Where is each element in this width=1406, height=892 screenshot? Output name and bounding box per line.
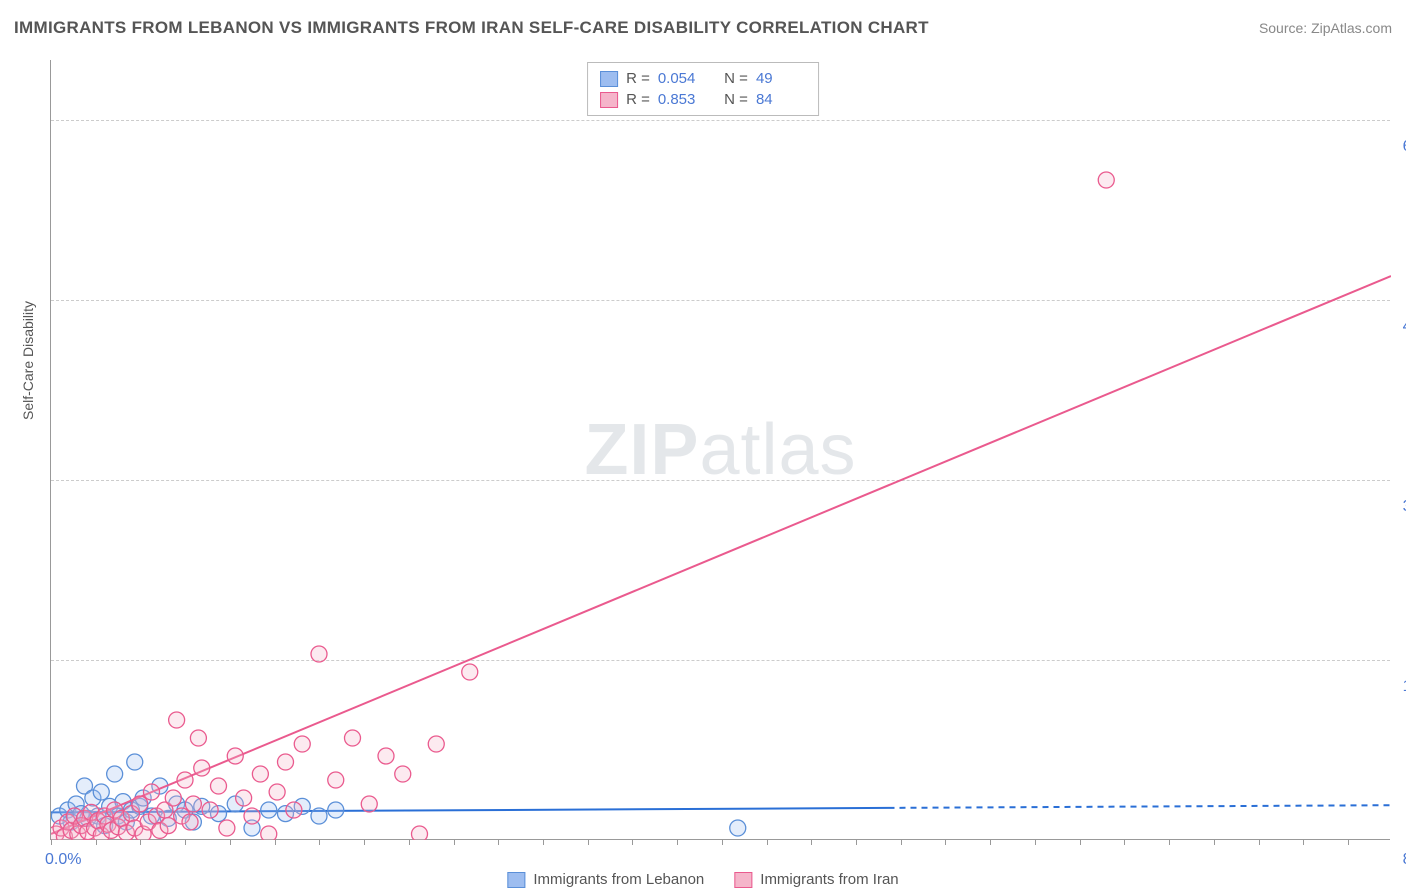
r-value: 0.054 (658, 70, 708, 87)
swatch-icon (600, 71, 618, 87)
stats-row: R = 0.853 N = 84 (600, 89, 806, 110)
swatch-icon (600, 92, 618, 108)
n-label: N = (716, 91, 748, 108)
y-tick-label: 45.0% (1403, 318, 1406, 336)
y-tick-label: 60.0% (1403, 138, 1406, 156)
legend-item: Immigrants from Iran (734, 871, 898, 888)
swatch-icon (734, 872, 752, 888)
stats-row: R = 0.054 N = 49 (600, 68, 806, 89)
chart-title: IMMIGRANTS FROM LEBANON VS IMMIGRANTS FR… (14, 18, 929, 38)
scatter-svg (51, 60, 1391, 840)
legend-item: Immigrants from Lebanon (507, 871, 704, 888)
plot-area: ZIPatlas 15.0%30.0%45.0%60.0%0.0%80.0% (50, 60, 1390, 840)
y-axis-label: Self-Care Disability (20, 301, 36, 420)
swatch-icon (507, 872, 525, 888)
r-label: R = (626, 91, 650, 108)
r-label: R = (626, 70, 650, 87)
n-label: N = (716, 70, 748, 87)
x-max-label: 80.0% (1403, 851, 1406, 869)
series-legend: Immigrants from Lebanon Immigrants from I… (507, 871, 898, 888)
series-name: Immigrants from Iran (760, 871, 898, 888)
r-value: 0.853 (658, 91, 708, 108)
stats-legend: R = 0.054 N = 49R = 0.853 N = 84 (587, 62, 819, 116)
series-name: Immigrants from Lebanon (533, 871, 704, 888)
n-value: 84 (756, 91, 806, 108)
n-value: 49 (756, 70, 806, 87)
y-tick-label: 15.0% (1403, 678, 1406, 696)
x-origin-label: 0.0% (45, 851, 81, 869)
y-tick-label: 30.0% (1403, 498, 1406, 516)
source-attribution: Source: ZipAtlas.com (1259, 20, 1392, 36)
